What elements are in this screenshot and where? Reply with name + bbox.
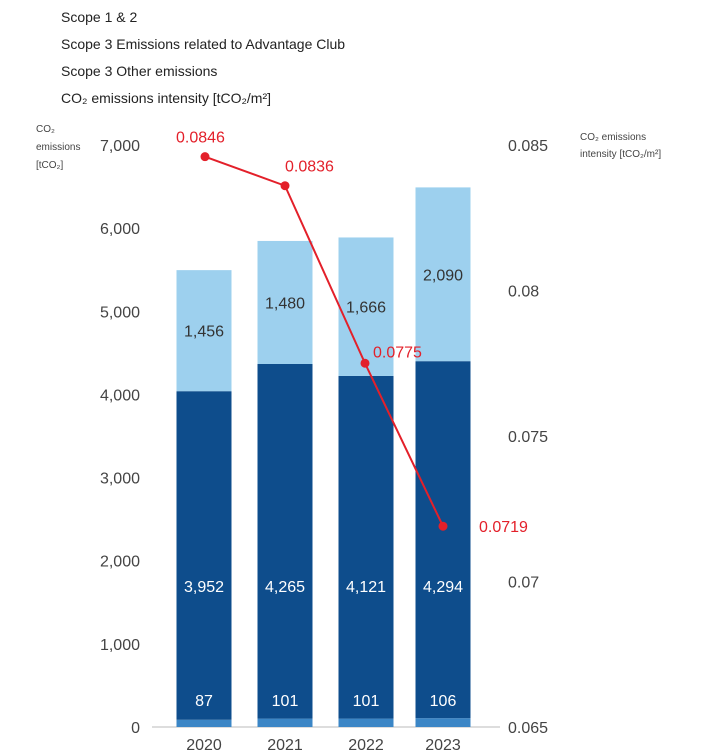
intensity-line: 0.0846 0.0836 0.0775 0.0719 (176, 130, 528, 537)
bar-segment-scope-3-other (338, 237, 394, 376)
intensity-point (360, 358, 370, 368)
bar-segment-scope-3-advantage-club (257, 363, 313, 719)
bar-segment-scope-3-other (257, 240, 313, 364)
bar-segment-scope-3-advantage-club (176, 391, 232, 720)
right-axis-label: CO₂ emissions intensity [tCO₂/m²] (580, 132, 661, 160)
x-tick-label: 2022 (348, 737, 384, 754)
right-tick-label: 0.07 (508, 575, 539, 592)
bar-label-scope-3-advantage-club: 4,265 (265, 579, 305, 596)
intensity-label: 0.0775 (373, 344, 422, 361)
right-tick-label: 0.075 (508, 429, 548, 446)
bar-segment-scope-3-advantage-club (338, 375, 394, 719)
bar-label-scope-1-2: 106 (430, 693, 457, 710)
intensity-point (438, 521, 448, 531)
intensity-line-path (204, 155, 444, 527)
left-axis-label: CO₂ emissions [tCO₂] (36, 124, 80, 171)
intensity-label: 0.0719 (479, 519, 528, 536)
bar-label-scope-3-advantage-club: 3,952 (184, 579, 224, 596)
right-axis-ticks: 0.065 0.07 0.075 0.08 0.085 (508, 138, 548, 737)
intensity-point (200, 152, 210, 162)
bar-label-scope-3-other: 2,090 (423, 267, 463, 284)
right-tick-label: 0.08 (508, 284, 539, 301)
legend-item-scope-1-2: Scope 1 & 2 (61, 9, 138, 25)
left-axis-ticks: 0 1,000 2,000 3,000 4,000 5,000 6,000 7,000 (100, 138, 140, 737)
legend-item-scope-3-advantage-club: Scope 3 Emissions related to Advantage C… (61, 36, 346, 52)
bar-label-scope-1-2: 87 (195, 693, 213, 710)
left-tick-label: 7,000 (100, 138, 140, 155)
bar-label-scope-1-2: 101 (272, 693, 299, 710)
x-tick-label: 2023 (425, 737, 461, 754)
bars (176, 187, 471, 727)
bar-segment-scope-3-advantage-club (415, 361, 471, 719)
left-tick-label: 1,000 (100, 637, 140, 654)
left-tick-label: 3,000 (100, 471, 140, 488)
left-tick-label: 4,000 (100, 387, 140, 404)
bar-segment-scope-1-2 (338, 718, 394, 727)
bar-labels: 87 3,952 1,456 101 4,265 1,480 101 4,121 1,666 10… (184, 267, 463, 710)
left-axis-label-line: [tCO₂] (36, 160, 63, 171)
bar-segment-scope-1-2 (415, 718, 471, 727)
bar-segment-scope-1-2 (176, 719, 232, 727)
bar-segment-scope-1-2 (257, 718, 313, 727)
legend-item-intensity: CO₂ emissions intensity [tCO₂/m²] (61, 90, 272, 106)
left-axis-label-line: CO₂ (36, 124, 55, 135)
left-tick-label: 6,000 (100, 221, 140, 238)
right-tick-label: 0.065 (508, 720, 548, 737)
x-tick-label: 2021 (267, 737, 303, 754)
bar-label-scope-3-advantage-club: 4,294 (423, 579, 463, 596)
bar-label-scope-1-2: 101 (353, 693, 380, 710)
left-tick-label: 5,000 (100, 304, 140, 321)
left-tick-label: 2,000 (100, 554, 140, 571)
intensity-label: 0.0846 (176, 130, 225, 147)
left-axis-label-line: emissions (36, 142, 80, 153)
legend-item-scope-3-other: Scope 3 Other emissions (61, 63, 218, 79)
intensity-label: 0.0836 (285, 159, 334, 176)
right-axis-label-line: intensity [tCO₂/m²] (580, 149, 661, 160)
x-axis-ticks: 2020 2021 2022 2023 (186, 737, 461, 754)
legend: Scope 1 & 2 Scope 3 Emissions related to… (61, 4, 345, 112)
left-tick-label: 0 (131, 720, 140, 737)
bar-segment-scope-3-other (415, 187, 471, 362)
right-tick-label: 0.085 (508, 138, 548, 155)
bar-label-scope-3-other: 1,666 (346, 300, 386, 317)
bar-label-scope-3-other: 1,456 (184, 324, 224, 341)
bar-label-scope-3-other: 1,480 (265, 295, 305, 312)
bar-label-scope-3-advantage-club: 4,121 (346, 579, 386, 596)
right-axis-label-line: CO₂ emissions (580, 132, 646, 143)
intensity-point (280, 181, 290, 191)
bar-segment-scope-3-other (176, 270, 232, 392)
x-tick-label: 2020 (186, 737, 222, 754)
